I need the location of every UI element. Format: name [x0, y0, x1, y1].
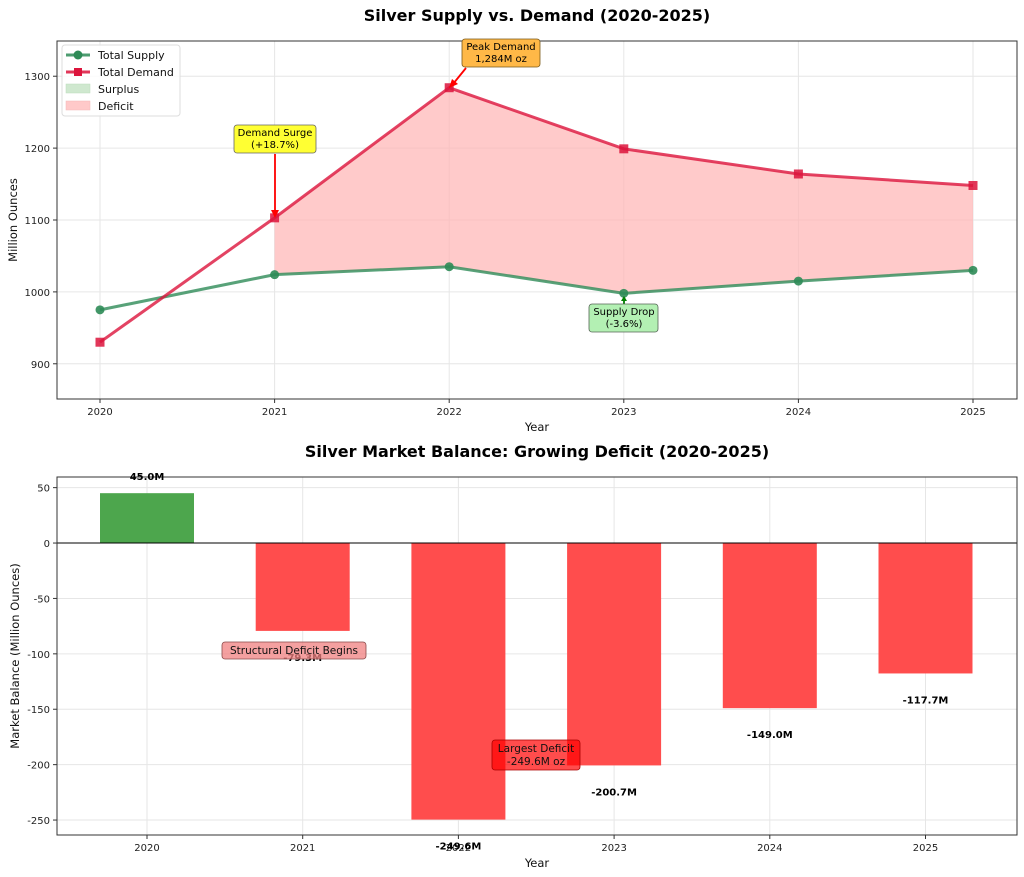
total-supply-line	[99, 265, 974, 312]
demand-point	[968, 180, 978, 190]
deficit-fill-area	[274, 87, 974, 294]
svg-text:-249.6M oz: -249.6M oz	[507, 756, 566, 768]
bottom-chart-title: Silver Market Balance: Growing Deficit (…	[305, 442, 769, 461]
demand-point	[95, 337, 105, 347]
y-tick-label: -100	[27, 650, 50, 661]
bottom-y-axis-label: Market Balance (Million Ounces)	[8, 563, 22, 748]
y-tick-label: 1000	[25, 288, 50, 299]
x-tick-label: 2025	[960, 407, 985, 418]
bar-2025	[878, 543, 973, 674]
supply-point	[95, 305, 105, 315]
bottom-x-axis-label: Year	[524, 856, 550, 870]
bar-2023	[567, 543, 662, 766]
y-tick-label: -50	[34, 594, 50, 605]
bar-2024	[722, 543, 817, 709]
top-legend: Total Supply Total Demand Surplus Defici…	[61, 44, 181, 117]
x-tick-label: 2023	[611, 407, 636, 418]
balance-bars	[100, 493, 973, 820]
y-tick-label: -250	[27, 816, 50, 827]
x-tick-label: 2024	[757, 843, 782, 854]
bar-2021	[255, 543, 350, 631]
svg-text:Total Demand: Total Demand	[97, 66, 174, 79]
bar-value-label: -149.0M	[747, 730, 793, 741]
bar-value-label: -249.6M	[436, 842, 482, 853]
legend-item-deficit: Deficit	[65, 100, 134, 113]
bar-value-label: -200.7M	[591, 787, 637, 798]
legend-item-total-supply: Total Supply	[66, 49, 165, 62]
x-tick-label: 2025	[913, 843, 938, 854]
legend-item-total-demand: Total Demand	[66, 66, 174, 79]
x-tick-label: 2021	[290, 843, 315, 854]
svg-text:(+18.7%): (+18.7%)	[251, 140, 299, 151]
svg-text:Deficit: Deficit	[98, 100, 134, 113]
svg-text:Supply Drop: Supply Drop	[593, 307, 654, 318]
supply-point	[968, 265, 978, 275]
y-tick-label: 1100	[25, 216, 50, 227]
bottom-plot-frame	[56, 476, 1018, 836]
bar-2022	[411, 543, 506, 820]
supply-point	[444, 262, 454, 272]
y-tick-label: -200	[27, 761, 50, 772]
top-chart-title: Silver Supply vs. Demand (2020-2025)	[364, 6, 710, 25]
bottom-grid	[57, 477, 1017, 835]
svg-text:Largest Deficit: Largest Deficit	[498, 743, 574, 755]
supply-demand-chart: Silver Supply vs. Demand (2020-2025) 202…	[6, 6, 1018, 434]
svg-text:Structural Deficit Begins: Structural Deficit Begins	[230, 645, 358, 657]
peak-demand-annotation: Peak Demand 1,284M oz	[449, 38, 541, 88]
x-tick-label: 2024	[786, 407, 811, 418]
supply-drop-annotation: Supply Drop (-3.6%)	[588, 296, 659, 333]
top-y-axis-label: Million Ounces	[6, 178, 20, 262]
top-x-axis-label: Year	[524, 420, 550, 434]
x-tick-label: 2022	[436, 407, 461, 418]
y-tick-label: -150	[27, 705, 50, 716]
svg-text:1,284M oz: 1,284M oz	[475, 54, 527, 65]
y-tick-label: 1200	[25, 144, 50, 155]
bar-value-label: -117.7M	[903, 695, 949, 706]
supply-point	[270, 270, 280, 280]
legend-item-surplus: Surplus	[65, 83, 139, 96]
demand-point	[619, 144, 629, 154]
svg-text:Peak Demand: Peak Demand	[466, 42, 535, 53]
top-axis-ticks: 2020 2021 2022 2023 2024 2025 900 1000 1100 1200 1…	[25, 72, 986, 418]
svg-text:Surplus: Surplus	[98, 83, 139, 96]
largest-deficit-annotation: Largest Deficit -249.6M oz	[491, 739, 581, 771]
y-tick-label: 900	[31, 360, 50, 371]
structural-deficit-annotation: Structural Deficit Begins	[221, 641, 367, 660]
x-tick-label: 2023	[601, 843, 626, 854]
x-tick-label: 2022	[446, 843, 471, 854]
svg-text:Demand Surge: Demand Surge	[238, 128, 313, 139]
market-balance-chart: Silver Market Balance: Growing Deficit (…	[8, 442, 1018, 870]
bar-value-label: 45.0M	[130, 472, 165, 483]
bottom-axis-ticks: 2020 2021 2022 2023 2024 2025 -250 -200 -150 -100…	[27, 484, 938, 854]
demand-surge-annotation: Demand Surge (+18.7%)	[233, 124, 317, 218]
svg-text:Total Supply: Total Supply	[97, 49, 165, 62]
demand-point	[793, 169, 803, 179]
y-tick-label: 50	[37, 484, 50, 495]
supply-point	[619, 288, 629, 298]
y-tick-label: 0	[44, 539, 50, 550]
svg-text:(-3.6%): (-3.6%)	[606, 319, 643, 330]
supply-point	[793, 276, 803, 286]
x-tick-label: 2020	[87, 407, 112, 418]
y-tick-label: 1300	[25, 72, 50, 83]
x-tick-label: 2021	[262, 407, 287, 418]
bar-2020	[100, 493, 194, 544]
bar-value-labels: 45.0M-79.3M-249.6M-200.7M-149.0M-117.7M	[130, 472, 949, 853]
total-demand-line	[99, 86, 974, 344]
demand-point	[270, 213, 280, 223]
x-tick-label: 2020	[134, 843, 159, 854]
